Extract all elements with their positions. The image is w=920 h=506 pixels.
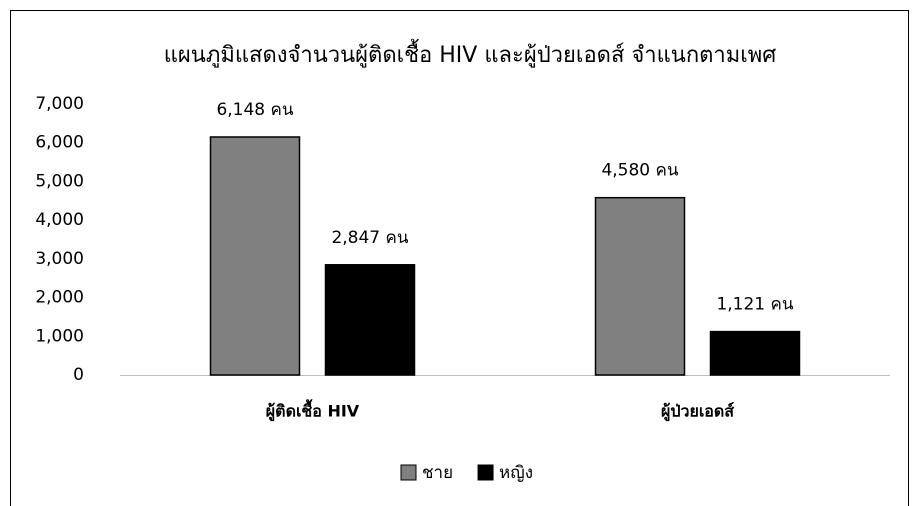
y-tick-label: 7,000 [35, 94, 84, 114]
legend-swatch [477, 464, 494, 481]
y-tick-label: 2,000 [35, 288, 84, 308]
y-tick-label: 1,000 [35, 326, 84, 346]
y-tick-label: 3,000 [35, 249, 84, 269]
data-label: 2,847 คน [331, 228, 408, 248]
bar [594, 196, 686, 376]
bar [209, 136, 301, 376]
legend-label: หญิง [499, 463, 533, 483]
legend-label: ชาย [422, 463, 453, 483]
data-label: 6,148 คน [216, 100, 293, 120]
bar [324, 264, 416, 376]
legend-swatch [400, 464, 417, 481]
y-tick-label: 6,000 [35, 133, 84, 153]
data-label: 1,121 คน [716, 295, 793, 315]
bar [709, 330, 801, 376]
data-label: 4,580 คน [601, 161, 678, 181]
x-tick-label: ผู้ป่วยเอดส์ [661, 402, 734, 423]
y-tick-label: 4,000 [35, 210, 84, 230]
chart-border [10, 10, 909, 506]
y-tick-label: 5,000 [35, 171, 84, 191]
y-tick-label: 0 [73, 365, 84, 385]
x-tick-label: ผู้ติดเชื้อ HIV [266, 399, 360, 423]
chart-title: แผนภูมิแสดงจำนวนผู้ติดเชื้อ HIV และผู้ป่… [164, 39, 777, 68]
